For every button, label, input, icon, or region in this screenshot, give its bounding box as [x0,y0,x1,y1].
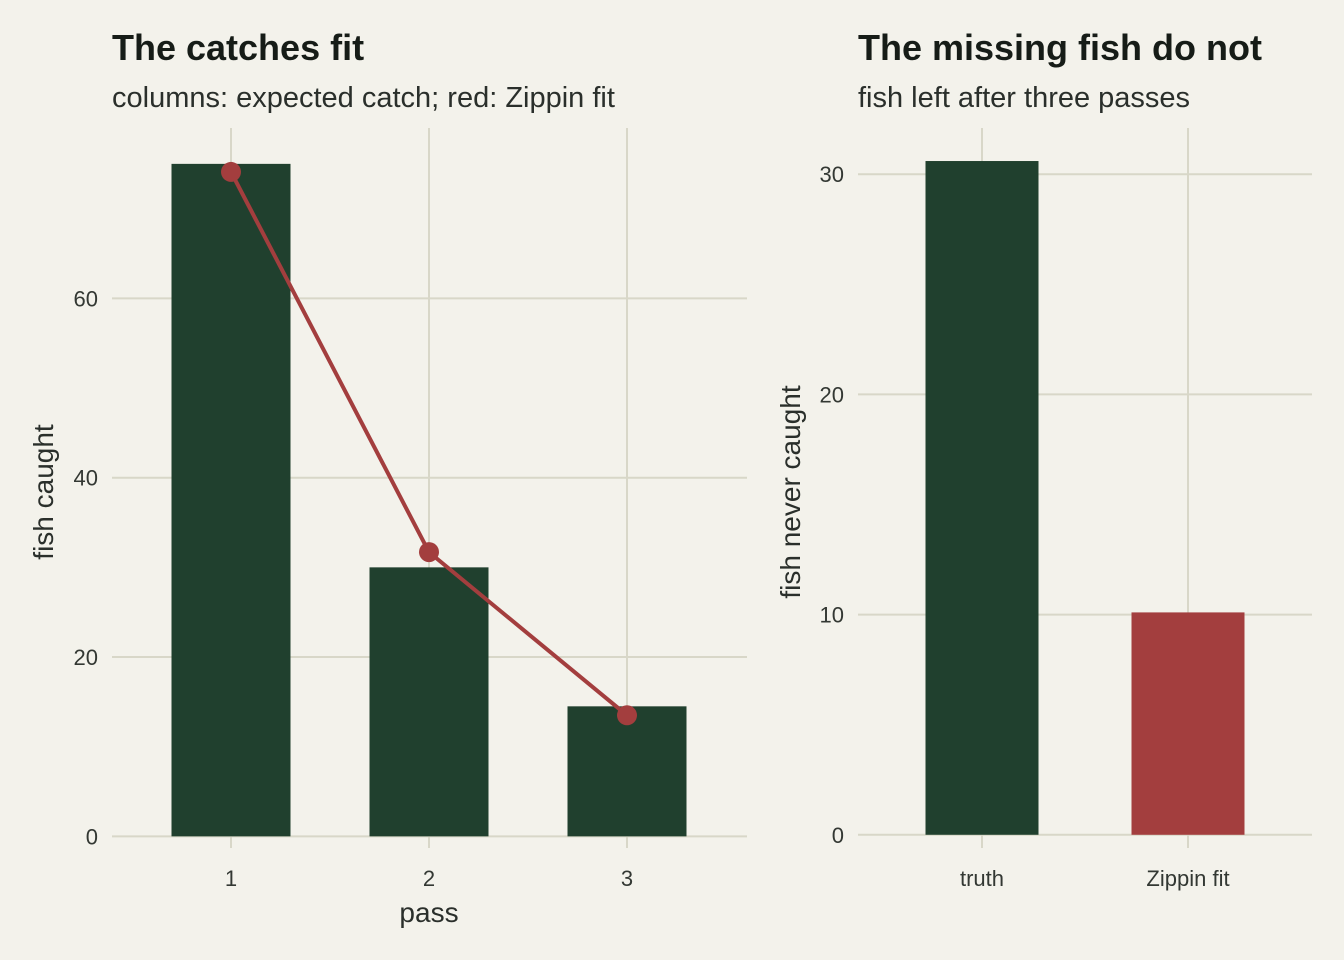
x-tick-label: truth [960,866,1004,891]
bar [369,567,489,837]
left-panel-ticks: 0 20 40 60 1 2 3 [74,286,634,891]
fit-point [221,161,241,182]
y-tick-label: 20 [74,645,98,670]
fit-point [419,542,439,563]
right-panel-title: The missing fish do not [858,27,1262,68]
y-tick-label: 40 [74,466,98,491]
y-tick-label: 20 [820,382,844,407]
right-panel-subtitle: fish left after three passes [858,82,1190,114]
left-panel-x-label: pass [399,897,458,928]
y-tick-label: 0 [832,823,844,848]
left-panel-y-label: fish caught [28,424,59,560]
right-panel: The missing fish do not fish left after … [775,27,1312,891]
left-panel-fit-line [221,161,637,726]
y-tick-label: 30 [820,162,844,187]
bar [925,161,1039,835]
x-tick-label: 3 [621,866,633,891]
y-tick-label: 0 [86,824,98,849]
left-panel-subtitle: columns: expected catch; red: Zippin fit [112,82,615,114]
x-tick-label: 2 [423,866,435,891]
x-tick-label: Zippin fit [1146,866,1229,891]
right-panel-bars [925,161,1245,835]
x-tick-label: 1 [225,866,237,891]
left-panel-bars [171,163,687,837]
bar [171,163,291,837]
left-panel-title: The catches fit [112,27,364,68]
y-tick-label: 10 [820,603,844,628]
bar [567,706,687,837]
y-tick-label: 60 [74,286,98,311]
bar [1131,612,1245,835]
fit-point [617,705,637,726]
left-panel: The catches fit columns: expected catch;… [28,27,747,928]
right-panel-y-label: fish never caught [775,385,806,598]
right-panel-ticks: 0 10 20 30 truth Zippin fit [820,162,1230,891]
